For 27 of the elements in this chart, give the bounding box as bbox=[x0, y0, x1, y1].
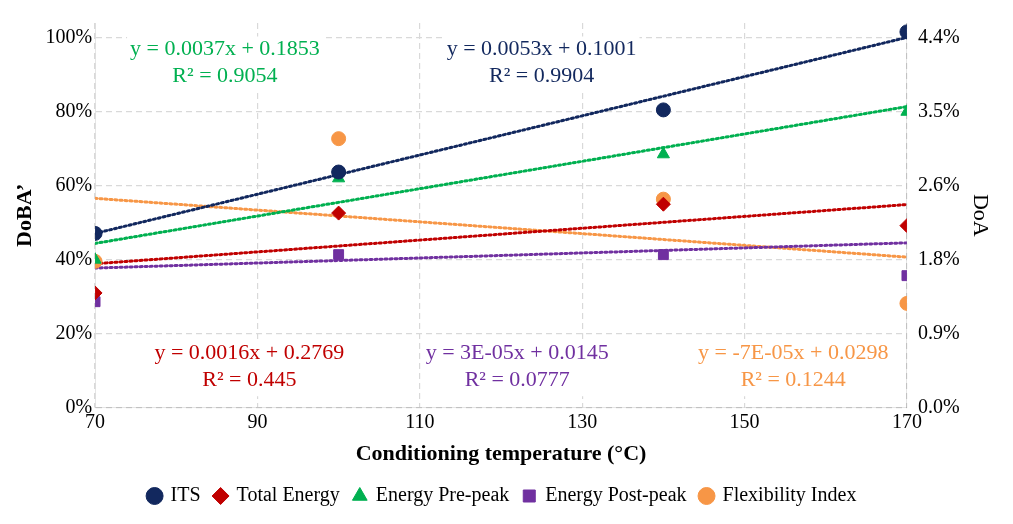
y-tick-label: 20% bbox=[55, 320, 93, 343]
x-axis-title: Conditioning temperature (°C) bbox=[355, 440, 647, 466]
x-tick-label: 90 bbox=[247, 409, 268, 432]
y2-tick-label: 0.9% bbox=[917, 320, 960, 343]
x-tick-label: 130 bbox=[567, 409, 598, 432]
y-tick-label: 40% bbox=[55, 246, 93, 269]
legend-label: Flexibility Index bbox=[722, 483, 857, 507]
annotation: y = 0.0053x + 0.1001 R² = 0.9904 bbox=[446, 35, 637, 88]
y2-tick-label: 3.5% bbox=[917, 99, 960, 121]
annotation: y = 3E-05x + 0.0145 R² = 0.0777 bbox=[425, 339, 609, 391]
legend-label: Total Energy bbox=[236, 483, 340, 507]
y2-tick-label: 2.6% bbox=[917, 172, 960, 195]
y-tick-label: 80% bbox=[55, 99, 93, 121]
x-tick-label: 150 bbox=[729, 409, 760, 432]
annotation: y = 0.0037x + 0.1853 R² = 0.9054 bbox=[130, 35, 320, 88]
annotation: y = 0.0016x + 0.2769 R² = 0.445 bbox=[154, 339, 345, 391]
y2-tick-label: 1.8% bbox=[917, 246, 960, 269]
y2-tick-label: 4.4% bbox=[917, 25, 960, 48]
y-axis-title: DoBA’ bbox=[10, 183, 36, 247]
legend-label: ITS bbox=[170, 483, 201, 506]
x-tick-label: 110 bbox=[405, 409, 435, 432]
y-tick-label: 60% bbox=[55, 172, 93, 195]
annotation: y = -7E-05x + 0.0298 R² = 0.1244 bbox=[698, 339, 889, 391]
y-tick-label: 100% bbox=[45, 25, 93, 48]
legend-label: Energy Pre-peak bbox=[375, 483, 510, 507]
legend-label: Energy Post-peak bbox=[545, 483, 687, 507]
y2-axis-title: DoA bbox=[969, 193, 995, 237]
